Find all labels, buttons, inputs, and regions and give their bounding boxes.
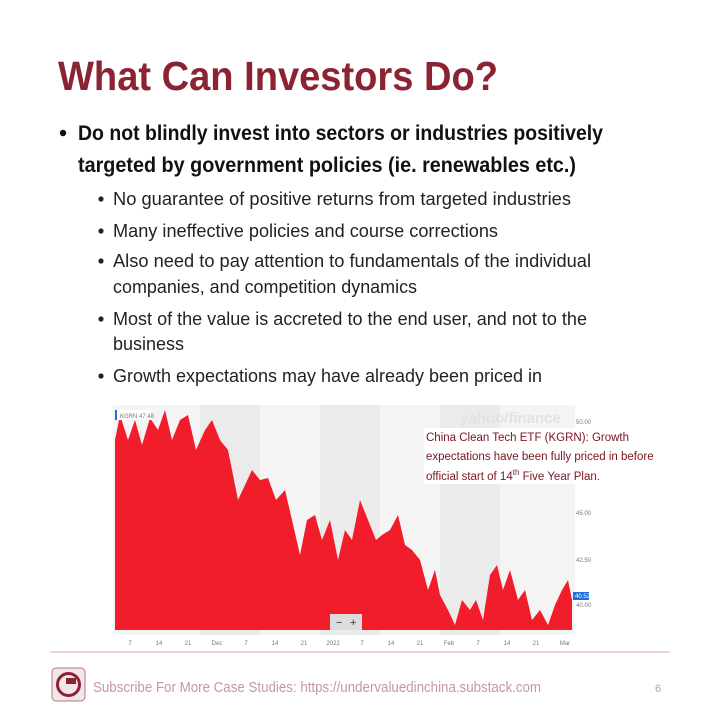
y-label: 50.00: [576, 420, 592, 426]
x-label: 14: [272, 641, 279, 647]
x-label: 7: [128, 641, 132, 647]
annotation: China Clean Tech ETF (KGRN): Growth: [426, 432, 629, 444]
sub-bullet: [98, 258, 104, 264]
annotation-box: [424, 428, 610, 484]
x-label: 21: [301, 641, 308, 647]
superscript: th: [513, 468, 520, 477]
x-label: Mar: [560, 641, 570, 647]
price-tag: [573, 592, 589, 600]
footer-text: Subscribe For More Case Studies: https:/…: [93, 679, 541, 696]
logo: [51, 667, 86, 702]
annotation: official start of 14th Five Year Plan.: [426, 468, 600, 483]
bullet-text: targeted by government policies (ie. ren…: [78, 154, 576, 177]
zoom-out: −: [336, 617, 342, 629]
ticker-marker: [115, 410, 117, 420]
bullet-list: Do not blindly invest into sectors or in…: [59, 122, 603, 386]
zoom-controls: [330, 614, 362, 630]
y-label: 40.00: [576, 603, 592, 609]
annotation-part: Five Year Plan.: [519, 471, 600, 483]
x-label: 2022: [326, 641, 340, 647]
sub-bullet-text: Most of the value is accreted to the end…: [113, 309, 587, 329]
sub-bullet-text: business: [113, 334, 184, 354]
x-label: 7: [360, 641, 364, 647]
price-tag-label: 40.52: [575, 594, 591, 600]
y-label: 45.00: [576, 511, 592, 517]
watermark: yahoo/finance: [460, 410, 561, 427]
ticker-label: KGRN 47.48: [120, 414, 155, 420]
sub-bullet-text: Many ineffective policies and course cor…: [113, 221, 498, 241]
y-label: 42.50: [576, 558, 592, 564]
x-label: Feb: [444, 641, 455, 647]
zoom-in: +: [350, 617, 356, 629]
bullet: [59, 129, 67, 137]
x-label: 21: [417, 641, 424, 647]
sub-bullet-text: companies, and competition dynamics: [113, 277, 417, 297]
annotation: expectations have been fully priced in b…: [426, 451, 654, 463]
sub-bullet: [98, 196, 104, 202]
x-label: 21: [533, 641, 540, 647]
ticker-box: [115, 410, 151, 420]
annotation-part: official start of 14: [426, 471, 513, 483]
x-label: 21: [185, 641, 192, 647]
x-label: Dec: [212, 641, 223, 647]
sub-bullet: [98, 373, 104, 379]
x-label: 7: [244, 641, 248, 647]
sub-bullet-text: Also need to pay attention to fundamenta…: [113, 251, 591, 271]
x-label: 14: [156, 641, 163, 647]
bullet-text: Do not blindly invest into sectors or in…: [78, 122, 603, 145]
x-label: 14: [504, 641, 511, 647]
sub-bullet-text: No guarantee of positive returns from ta…: [113, 189, 571, 209]
slide-title: What Can Investors Do?: [58, 53, 498, 99]
sub-bullet: [98, 228, 104, 234]
page-number: 6: [655, 683, 661, 695]
price-area: [115, 410, 572, 630]
x-label: 14: [388, 641, 395, 647]
x-labels: 7 14 21 Dec 7 14 21 2022 7 14 21 Feb 7 14 21 Mar: [128, 641, 570, 647]
sub-bullet: [98, 316, 104, 322]
sub-bullet-text: Growth expectations may have already bee…: [113, 366, 542, 386]
x-label: 7: [476, 641, 480, 647]
